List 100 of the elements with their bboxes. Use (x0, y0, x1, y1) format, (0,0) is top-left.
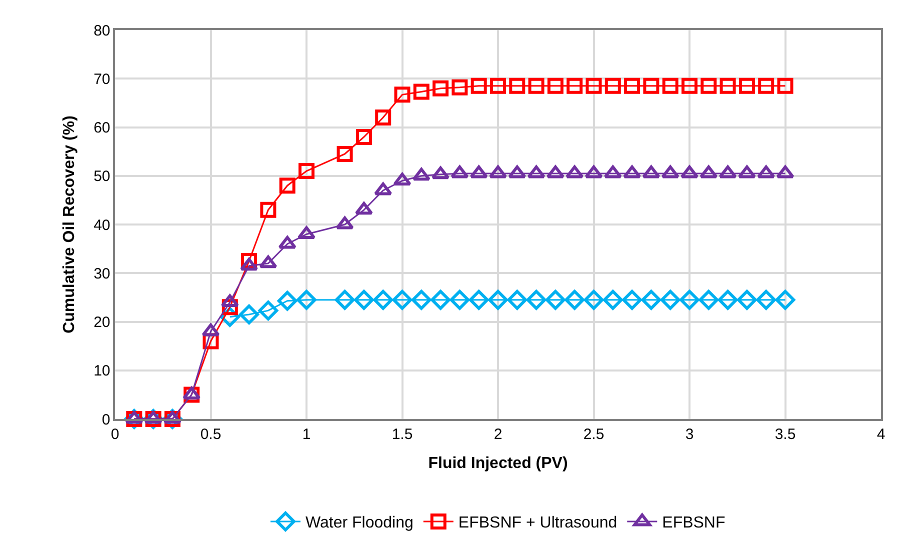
point (450, 165, 469, 178)
x-axis-title: Fluid Injected (PV) (428, 454, 568, 472)
point (661, 165, 680, 178)
x-tick-label: 2.5 (583, 426, 604, 443)
point (680, 165, 699, 178)
point (546, 290, 566, 310)
point (334, 290, 355, 310)
y-tick-label: 20 (94, 314, 110, 331)
point (509, 78, 526, 94)
point (375, 110, 392, 126)
point (566, 78, 583, 94)
point (737, 290, 757, 310)
x-tick-label: 4 (876, 426, 886, 443)
x-tick-label: 2 (494, 426, 502, 443)
point (602, 290, 623, 310)
point (393, 172, 412, 186)
y-tick-label: 30 (94, 265, 110, 282)
point (622, 290, 642, 310)
point (527, 165, 546, 178)
point (698, 290, 719, 310)
point (720, 78, 736, 94)
point (623, 165, 642, 178)
y-tick-label: 40 (94, 216, 110, 234)
point (298, 163, 314, 180)
point (430, 290, 450, 310)
point (470, 165, 488, 178)
point (413, 84, 430, 100)
point (468, 290, 489, 310)
point (354, 202, 373, 215)
point (777, 78, 794, 94)
y-tick-label: 80 (94, 22, 110, 40)
point (278, 236, 296, 249)
point (336, 216, 354, 230)
point (392, 290, 412, 310)
point (490, 78, 506, 94)
point (373, 290, 394, 310)
point (718, 290, 738, 310)
y-tick-label: 10 (94, 362, 110, 380)
point (564, 290, 585, 310)
x-tick-label: 0.5 (200, 426, 222, 443)
point (412, 168, 430, 181)
point (507, 290, 528, 310)
point (660, 290, 680, 310)
point (718, 165, 737, 178)
point (354, 290, 374, 310)
point (526, 290, 546, 310)
x-tick-label: 1.5 (392, 426, 413, 443)
point (643, 78, 660, 94)
x-tick-label: 1 (302, 426, 311, 443)
point (775, 290, 796, 310)
point (604, 78, 621, 94)
point (394, 86, 410, 103)
x-tick-label: 3.5 (774, 426, 796, 443)
point (488, 290, 508, 310)
point (624, 78, 640, 94)
point (642, 165, 660, 178)
point (296, 290, 316, 310)
point (757, 165, 776, 178)
point (452, 79, 468, 96)
x-tick-label: 3 (685, 426, 694, 443)
point (700, 165, 718, 178)
y-tick-label: 0 (102, 411, 110, 428)
point (546, 165, 564, 178)
point (528, 78, 544, 94)
point (277, 290, 298, 311)
point (662, 78, 678, 94)
point (470, 78, 487, 94)
point (220, 294, 239, 308)
point (586, 78, 602, 94)
point (547, 78, 564, 94)
point (758, 78, 774, 94)
point (488, 165, 508, 178)
point (584, 290, 604, 310)
point (239, 304, 259, 324)
point (756, 290, 776, 310)
point (641, 290, 662, 310)
point (700, 78, 717, 94)
point (279, 178, 296, 194)
point (202, 323, 220, 336)
point (682, 78, 698, 94)
y-axis-title: Cumulative Oil Recovery (%) (60, 116, 78, 334)
point (259, 255, 278, 268)
y-tick-label: 50 (94, 168, 110, 186)
legend-label: EFBSNF (662, 514, 726, 532)
legend-label: Water Flooding (306, 514, 414, 532)
point (336, 146, 353, 162)
y-tick-label: 60 (94, 120, 110, 136)
point (508, 165, 526, 178)
point (260, 202, 276, 218)
point (604, 165, 622, 178)
point (566, 165, 584, 178)
point (374, 182, 392, 196)
point (182, 386, 201, 400)
point (776, 165, 794, 178)
point (356, 128, 372, 145)
point (680, 290, 700, 310)
point (738, 165, 756, 178)
point (240, 258, 258, 271)
point (258, 300, 278, 321)
y-tick-label: 70 (94, 70, 110, 88)
